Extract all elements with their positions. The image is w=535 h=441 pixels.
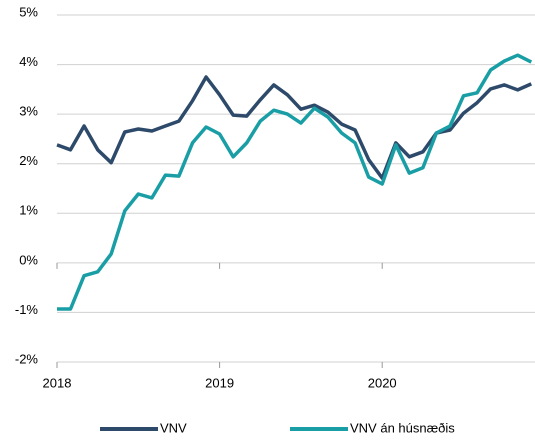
legend-label: VNV án húsnæðis bbox=[350, 420, 455, 435]
legend-label: VNV bbox=[160, 420, 187, 435]
y-tick-label: -2% bbox=[15, 351, 39, 366]
y-tick-label: 1% bbox=[19, 203, 38, 218]
y-tick-label: 3% bbox=[19, 104, 38, 119]
x-tick-label: 2018 bbox=[43, 375, 72, 390]
y-tick-label: -1% bbox=[15, 302, 39, 317]
line-series bbox=[56, 75, 533, 180]
x-tick-label: 2019 bbox=[205, 375, 234, 390]
y-tick-label: 0% bbox=[19, 252, 38, 267]
line-series bbox=[57, 53, 533, 311]
x-tick-label: 2020 bbox=[368, 375, 397, 390]
y-tick-label: 4% bbox=[19, 54, 38, 69]
y-tick-label: 2% bbox=[19, 153, 38, 168]
y-tick-label: 5% bbox=[19, 4, 38, 19]
